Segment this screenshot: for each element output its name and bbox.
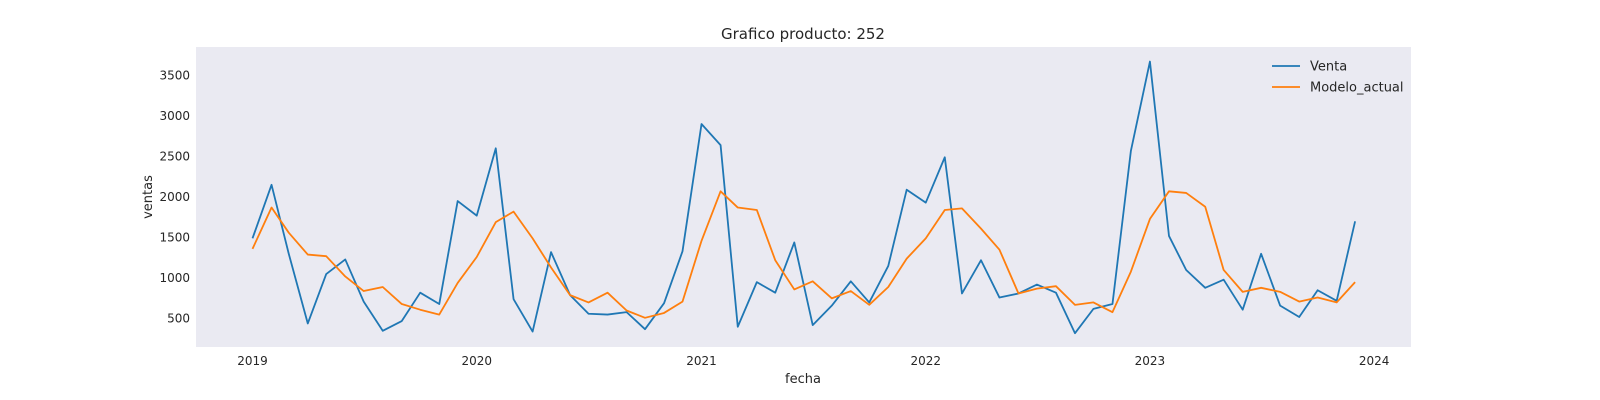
x-tick-label: 2021 <box>686 354 717 368</box>
x-tick-label: 2022 <box>910 354 941 368</box>
legend-label: Modelo_actual <box>1310 81 1404 96</box>
legend: Venta Modelo_actual <box>1272 60 1404 96</box>
series-line-venta <box>251 60 1356 335</box>
y-tick-label: 2500 <box>159 149 190 163</box>
y-tick-label: 1500 <box>159 231 190 245</box>
series-group <box>251 60 1356 335</box>
x-axis: 2019 2020 2021 2022 2023 2024 <box>237 354 1389 368</box>
series-line-modelo-actual <box>251 190 1356 319</box>
x-tick-label: 2020 <box>461 354 492 368</box>
y-tick-label: 2000 <box>159 190 190 204</box>
legend-label: Venta <box>1310 60 1347 75</box>
plot-area <box>196 47 1411 347</box>
y-tick-label: 500 <box>167 312 190 326</box>
y-tick-label: 3500 <box>159 68 190 82</box>
y-tick-label: 3000 <box>159 109 190 123</box>
y-tick-label: 1000 <box>159 271 190 285</box>
x-axis-label: fecha <box>785 372 821 387</box>
chart-title: Grafico producto: 252 <box>721 25 885 43</box>
y-axis: 500 1000 1500 2000 2500 3000 3500 <box>159 68 190 325</box>
x-tick-label: 2023 <box>1135 354 1166 368</box>
y-axis-label: ventas <box>141 175 156 219</box>
x-tick-label: 2024 <box>1359 354 1390 368</box>
x-tick-label: 2019 <box>237 354 268 368</box>
